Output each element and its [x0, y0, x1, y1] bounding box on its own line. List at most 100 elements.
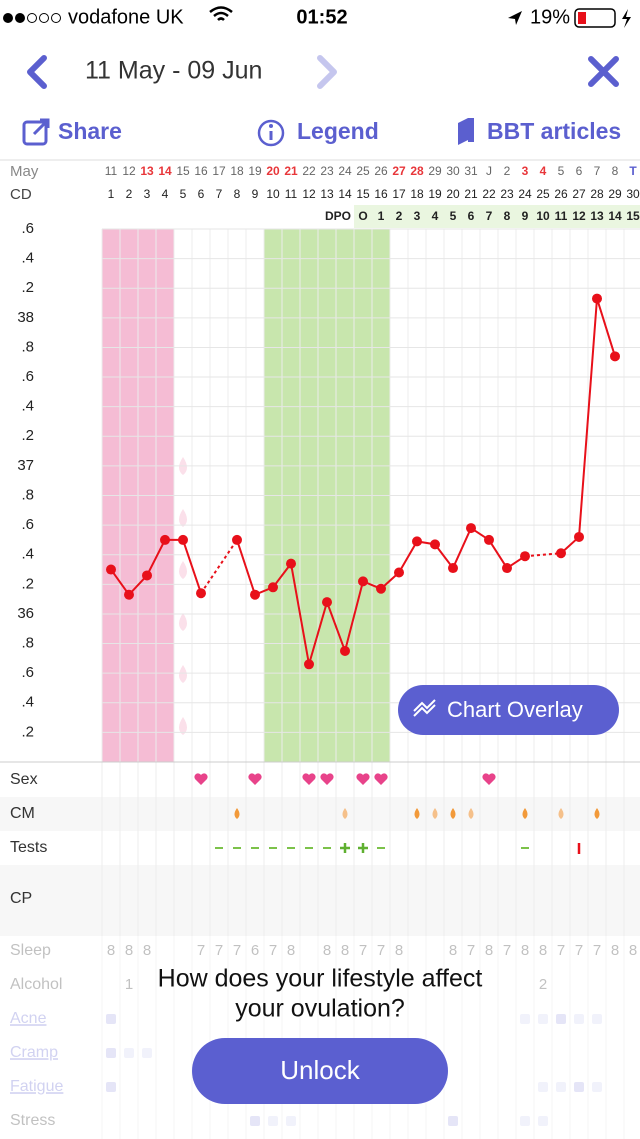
temperature-point — [286, 558, 296, 569]
date-label: J — [486, 164, 492, 178]
row-background — [0, 762, 640, 797]
cd-number: 17 — [392, 187, 406, 201]
row-label: Sex — [10, 771, 38, 788]
share-button[interactable]: Share — [22, 118, 122, 146]
unlock-prompt: your ovulation? — [235, 995, 405, 1023]
temperature-point — [124, 589, 134, 600]
y-tick-label: .4 — [21, 546, 34, 563]
date-label: 13 — [140, 164, 154, 178]
cd-number: 29 — [608, 187, 622, 201]
wifi-icon — [209, 6, 233, 21]
cd-number: 1 — [108, 187, 115, 201]
spotting-drop — [179, 613, 187, 631]
temperature-point — [376, 583, 386, 594]
cd-number: 23 — [500, 187, 514, 201]
cd-number: 9 — [252, 187, 259, 201]
dpo-number: 11 — [555, 209, 568, 223]
y-tick-label: .2 — [21, 575, 34, 592]
cd-number: 11 — [285, 187, 298, 201]
signal — [3, 13, 61, 23]
cm-drop — [432, 808, 438, 819]
unlock-button[interactable]: Unlock — [192, 1038, 448, 1104]
cd-number: 8 — [234, 187, 241, 201]
prev-button[interactable] — [27, 55, 47, 89]
chart-overlay-button[interactable]: Chart Overlay — [398, 685, 619, 735]
dpo-label: DPO — [325, 209, 351, 223]
y-tick-label: .8 — [21, 338, 34, 355]
cd-number: 22 — [482, 187, 496, 201]
sex-heart — [320, 773, 334, 785]
y-tick-label: .2 — [21, 723, 34, 740]
cm-drop — [414, 808, 420, 819]
date-label: 21 — [284, 164, 298, 178]
date-label: 17 — [212, 164, 226, 178]
carrier: vodafone UK — [68, 6, 184, 28]
y-tick-label: .2 — [21, 427, 34, 444]
cd-number: 26 — [554, 187, 568, 201]
dpo-number: O — [358, 209, 367, 223]
cd-number: 12 — [302, 187, 316, 201]
date-label: 15 — [176, 164, 190, 178]
sex-heart — [482, 773, 496, 785]
cd-number: 16 — [374, 187, 388, 201]
temperature-line — [560, 298, 616, 554]
date-label: 11 — [105, 164, 118, 178]
temperature-point — [322, 597, 332, 608]
chart-overlay-label: Chart Overlay — [447, 697, 583, 722]
date-label: 25 — [356, 164, 370, 178]
cd-number: 21 — [464, 187, 478, 201]
date-label: 7 — [594, 164, 601, 178]
y-tick-label: 36 — [17, 605, 34, 622]
cd-number: 27 — [572, 187, 586, 201]
cd-number: 24 — [518, 187, 532, 201]
next-button[interactable] — [317, 55, 337, 89]
legend-button[interactable]: Legend — [257, 118, 379, 147]
date-label: 18 — [230, 164, 244, 178]
date-label: 3 — [522, 164, 529, 178]
cm-drop — [594, 808, 600, 819]
cm-drop — [522, 808, 528, 819]
temperature-point — [430, 539, 440, 550]
dpo-number: 14 — [608, 209, 622, 223]
share-label: Share — [58, 118, 122, 144]
sex-heart — [356, 773, 370, 785]
charging-icon — [622, 9, 631, 28]
temperature-point — [610, 351, 620, 362]
temperature-point — [160, 534, 170, 545]
cd-number: 15 — [356, 187, 370, 201]
cm-drop — [234, 808, 240, 819]
spotting-drop — [179, 717, 187, 735]
time: 01:52 — [296, 6, 347, 28]
temperature-point — [358, 576, 368, 587]
dpo-number: 7 — [486, 209, 493, 223]
y-tick-label: .6 — [21, 220, 34, 237]
date-label: 28 — [410, 164, 424, 178]
articles-button[interactable]: BBT articles — [458, 118, 621, 145]
cd-number: 7 — [216, 187, 223, 201]
cd-number: 6 — [198, 187, 205, 201]
date-label: 12 — [122, 164, 136, 178]
temperature-point — [142, 570, 152, 581]
temperature-point — [304, 659, 314, 670]
temperature-point — [340, 645, 350, 656]
dpo-number: 13 — [590, 209, 604, 223]
y-tick-label: .4 — [21, 694, 34, 711]
date-label: 4 — [540, 164, 547, 178]
date-label: 30 — [446, 164, 460, 178]
unlock-label: Unlock — [280, 1055, 360, 1085]
date-label: 14 — [158, 164, 172, 178]
dpo-number: 2 — [396, 209, 403, 223]
cd-number: 2 — [126, 187, 133, 201]
temperature-point — [232, 534, 242, 545]
temperature-point — [574, 531, 584, 542]
cm-drop — [468, 808, 474, 819]
close-button[interactable] — [588, 56, 619, 87]
temperature-point — [502, 563, 512, 574]
temperature-point — [466, 523, 476, 534]
y-tick-label: .8 — [21, 635, 34, 652]
date-label: 8 — [612, 164, 619, 178]
y-tick-label: .4 — [21, 398, 34, 415]
battery-level: 19% — [530, 6, 570, 28]
row-background — [0, 865, 640, 936]
